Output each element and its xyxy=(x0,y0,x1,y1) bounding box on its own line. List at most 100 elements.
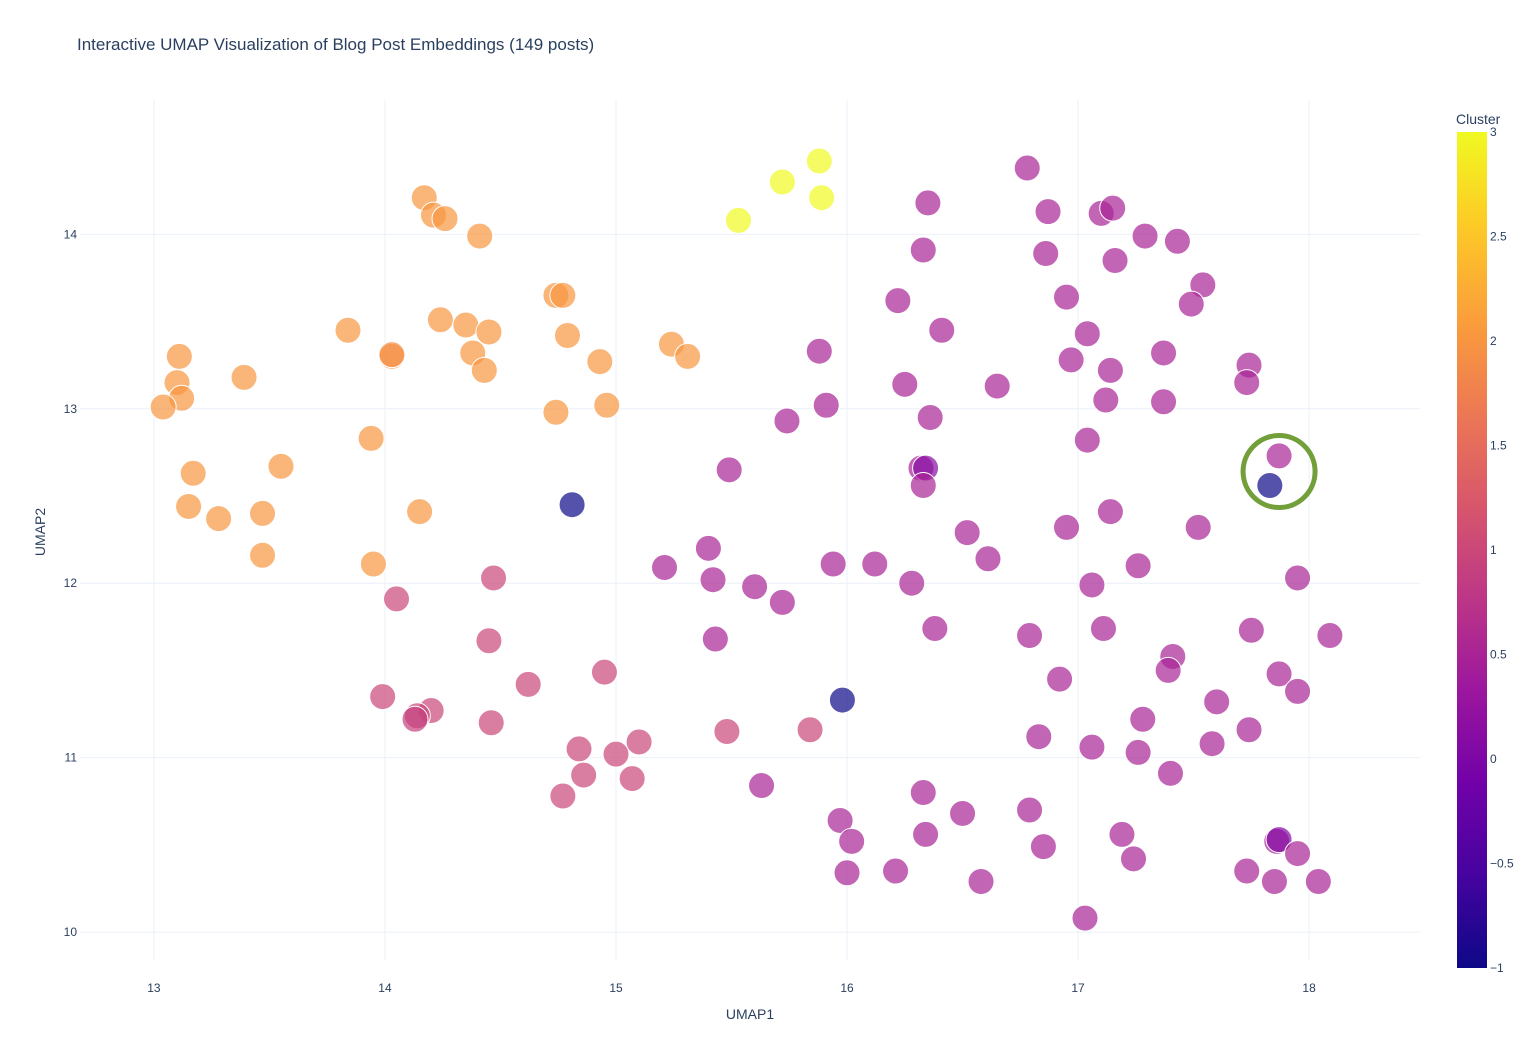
data-point[interactable] xyxy=(967,868,995,896)
data-point[interactable] xyxy=(1124,552,1152,580)
data-point[interactable] xyxy=(406,498,434,526)
data-point[interactable] xyxy=(359,550,387,578)
data-point[interactable] xyxy=(773,407,801,435)
data-point[interactable] xyxy=(205,505,233,533)
data-point[interactable] xyxy=(914,189,942,217)
data-point[interactable] xyxy=(1256,472,1284,500)
data-point[interactable] xyxy=(477,709,505,737)
data-point[interactable] xyxy=(1233,369,1261,397)
data-point[interactable] xyxy=(230,363,258,391)
data-point[interactable] xyxy=(861,550,889,578)
data-point[interactable] xyxy=(715,456,743,484)
data-point[interactable] xyxy=(1096,498,1124,526)
data-point[interactable] xyxy=(369,683,397,711)
data-point[interactable] xyxy=(1096,356,1124,384)
data-point[interactable] xyxy=(1163,227,1191,255)
data-point[interactable] xyxy=(805,337,833,365)
data-point[interactable] xyxy=(748,772,776,800)
data-point[interactable] xyxy=(1265,660,1293,688)
data-point[interactable] xyxy=(916,403,944,431)
data-point[interactable] xyxy=(1316,622,1344,650)
data-point[interactable] xyxy=(1053,283,1081,311)
data-point[interactable] xyxy=(179,459,207,487)
data-point[interactable] xyxy=(1124,738,1152,766)
data-point[interactable] xyxy=(838,827,866,855)
data-point[interactable] xyxy=(819,550,847,578)
data-point[interactable] xyxy=(1120,845,1148,873)
data-point[interactable] xyxy=(267,452,295,480)
data-point[interactable] xyxy=(882,857,910,885)
data-point[interactable] xyxy=(768,588,796,616)
data-point[interactable] xyxy=(983,372,1011,400)
data-point[interactable] xyxy=(1016,622,1044,650)
data-point[interactable] xyxy=(558,491,586,519)
data-point[interactable] xyxy=(674,342,702,370)
data-point[interactable] xyxy=(1284,564,1312,592)
data-point[interactable] xyxy=(833,859,861,887)
data-point[interactable] xyxy=(953,519,981,547)
data-point[interactable] xyxy=(586,348,614,376)
data-point[interactable] xyxy=(1101,246,1129,274)
data-point[interactable] xyxy=(401,705,429,733)
data-point[interactable] xyxy=(175,492,203,520)
data-point[interactable] xyxy=(1304,868,1332,896)
data-point[interactable] xyxy=(768,168,796,196)
data-point[interactable] xyxy=(618,765,646,793)
data-point[interactable] xyxy=(713,717,741,745)
data-point[interactable] xyxy=(891,370,919,398)
data-point[interactable] xyxy=(426,306,454,334)
data-point[interactable] xyxy=(828,686,856,714)
data-point[interactable] xyxy=(1078,571,1106,599)
data-point[interactable] xyxy=(1233,857,1261,885)
data-point[interactable] xyxy=(553,321,581,349)
data-point[interactable] xyxy=(570,761,598,789)
data-point[interactable] xyxy=(357,424,385,452)
data-point[interactable] xyxy=(701,625,729,653)
data-point[interactable] xyxy=(1078,733,1106,761)
data-point[interactable] xyxy=(565,735,593,763)
data-point[interactable] xyxy=(602,740,630,768)
data-point[interactable] xyxy=(912,820,940,848)
data-point[interactable] xyxy=(1131,222,1159,250)
data-point[interactable] xyxy=(549,281,577,309)
data-point[interactable] xyxy=(741,573,769,601)
data-point[interactable] xyxy=(383,585,411,613)
data-point[interactable] xyxy=(812,391,840,419)
data-point[interactable] xyxy=(1156,759,1184,787)
data-point[interactable] xyxy=(1284,677,1312,705)
data-point[interactable] xyxy=(1046,665,1074,693)
data-point[interactable] xyxy=(1203,688,1231,716)
data-point[interactable] xyxy=(1073,426,1101,454)
plot-area[interactable] xyxy=(80,100,1420,960)
data-point[interactable] xyxy=(1265,826,1293,854)
data-point[interactable] xyxy=(1029,833,1057,861)
data-point[interactable] xyxy=(480,564,508,592)
data-point[interactable] xyxy=(1071,904,1099,932)
data-point[interactable] xyxy=(1089,615,1117,643)
data-point[interactable] xyxy=(1260,868,1288,896)
data-point[interactable] xyxy=(549,782,577,810)
data-point[interactable] xyxy=(1154,656,1182,684)
data-point[interactable] xyxy=(974,545,1002,573)
data-point[interactable] xyxy=(165,342,193,370)
data-point[interactable] xyxy=(1108,820,1136,848)
data-point[interactable] xyxy=(514,670,542,698)
data-point[interactable] xyxy=(475,627,503,655)
data-point[interactable] xyxy=(1025,723,1053,751)
data-point[interactable] xyxy=(1053,513,1081,541)
data-point[interactable] xyxy=(1034,198,1062,226)
data-point[interactable] xyxy=(1237,616,1265,644)
data-point[interactable] xyxy=(249,499,277,527)
data-point[interactable] xyxy=(1057,346,1085,374)
data-point[interactable] xyxy=(805,147,833,175)
data-point[interactable] xyxy=(1092,386,1120,414)
data-point[interactable] xyxy=(590,658,618,686)
data-point[interactable] xyxy=(1284,840,1312,868)
data-point[interactable] xyxy=(542,398,570,426)
data-point[interactable] xyxy=(651,554,679,582)
data-point[interactable] xyxy=(928,316,956,344)
data-point[interactable] xyxy=(796,716,824,744)
data-point[interactable] xyxy=(466,222,494,250)
data-point[interactable] xyxy=(149,393,177,421)
data-point[interactable] xyxy=(1150,388,1178,416)
